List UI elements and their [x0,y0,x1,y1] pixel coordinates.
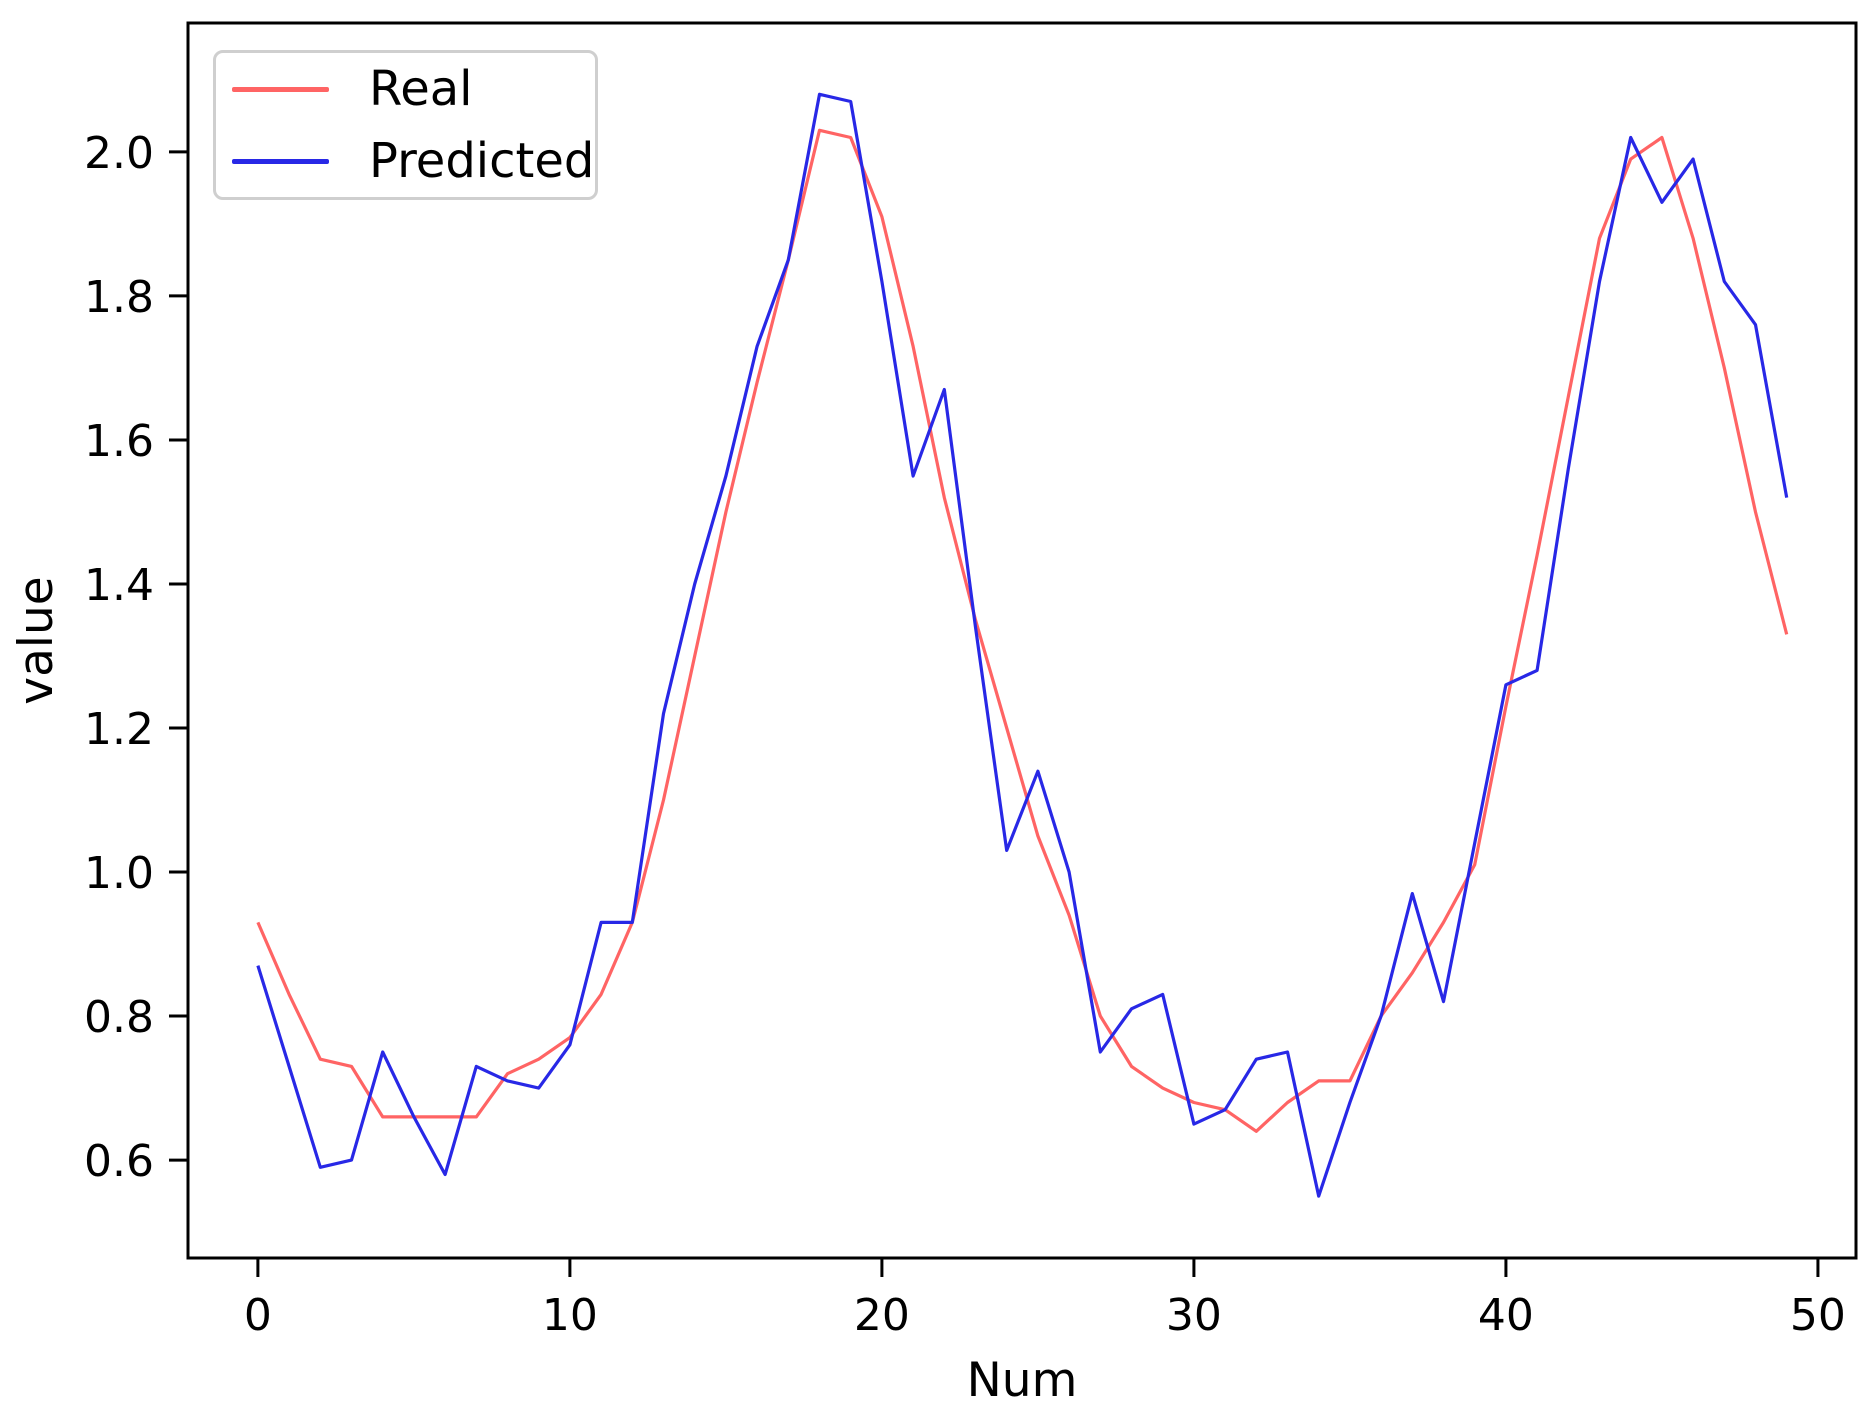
x-tick-label: 10 [542,1290,598,1341]
legend-item-predicted: Predicted [216,125,595,197]
legend-label-real: Real [369,61,473,117]
x-tick-label: 20 [854,1290,910,1341]
predicted-line-swatch [232,158,329,164]
x-tick-label: 30 [1166,1290,1222,1341]
y-axis-title: value [9,576,64,704]
legend: Real Predicted [213,50,598,200]
x-axis-title: Num [967,1353,1078,1408]
y-tick-label: 2.0 [84,128,154,179]
y-tick-label: 1.6 [84,416,154,467]
y-tick-label: 0.8 [84,992,154,1043]
plot-frame [186,21,1858,1260]
x-tick-label: 40 [1478,1290,1534,1341]
legend-item-real: Real [216,53,595,125]
x-tick-label: 0 [244,1290,272,1341]
y-tick-label: 1.4 [84,560,154,611]
y-tick-label: 1.8 [84,272,154,323]
y-tick-label: 1.2 [84,704,154,755]
real-line-swatch [232,86,329,92]
legend-label-predicted: Predicted [369,133,595,189]
x-tick-label: 50 [1790,1290,1846,1341]
predicted-line [256,92,1789,1198]
real-line [256,128,1789,1133]
y-tick-label: 0.6 [84,1136,154,1187]
y-tick-label: 1.0 [84,848,154,899]
